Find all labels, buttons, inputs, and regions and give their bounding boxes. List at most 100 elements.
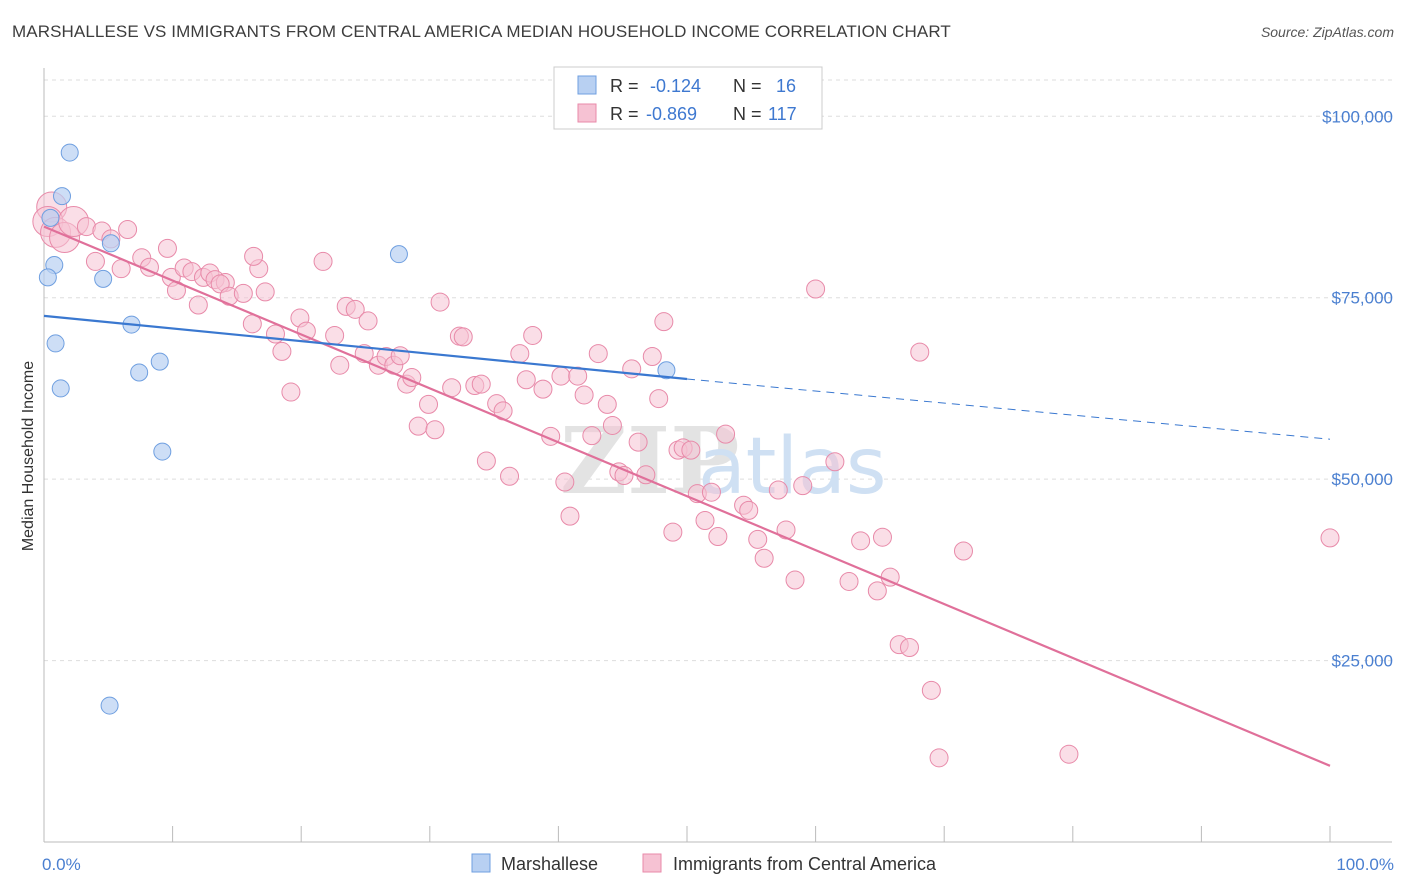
point-central-america — [118, 219, 138, 239]
legend-swatch-central-america — [577, 103, 597, 123]
point-central-america — [510, 344, 530, 364]
point-central-america — [1059, 744, 1079, 764]
legend-n-value-2: 117 — [768, 104, 797, 124]
point-central-america — [1320, 528, 1340, 548]
point-central-america — [453, 327, 473, 347]
x-tick-label-end: 100.0% — [1336, 855, 1394, 874]
point-central-america — [574, 385, 594, 405]
y-tick-labels: $25,000 $50,000 $75,000 $100,000 — [1322, 107, 1393, 670]
point-marshallese — [38, 268, 57, 287]
series-legend: Marshallese Immigrants from Central Amer… — [471, 853, 937, 874]
y-tick-label: $50,000 — [1332, 470, 1393, 489]
legend-r-label-1: R = — [610, 76, 639, 96]
legend-r-value-1: -0.124 — [650, 76, 701, 96]
point-marshallese — [100, 696, 119, 715]
source-credit: Source: ZipAtlas.com — [1260, 24, 1394, 40]
y-tick-label: $25,000 — [1332, 652, 1393, 671]
point-central-america — [701, 482, 721, 502]
point-central-america — [588, 344, 608, 364]
point-central-america — [281, 382, 301, 402]
y-tick-label: $75,000 — [1332, 289, 1393, 308]
point-central-america — [516, 370, 536, 390]
y-axis-label: Median Household Income — [20, 361, 37, 551]
point-central-america — [899, 638, 919, 658]
point-central-america — [244, 246, 264, 266]
point-central-america — [785, 570, 805, 590]
point-central-america — [654, 312, 674, 332]
point-central-america — [953, 541, 973, 561]
legend-n-value-1: 16 — [776, 76, 796, 96]
legend-r-label-2: R = — [610, 104, 639, 124]
y-tick-label: $100,000 — [1322, 107, 1393, 126]
point-central-america — [642, 346, 662, 366]
point-central-america — [425, 420, 445, 440]
bottom-legend-swatch-marshallese — [471, 853, 491, 873]
point-central-america — [157, 238, 177, 258]
point-central-america — [313, 251, 333, 271]
point-central-america — [325, 325, 345, 345]
point-central-america — [793, 476, 813, 496]
bottom-legend-label-central-america: Immigrants from Central America — [673, 854, 937, 874]
point-marshallese — [389, 245, 408, 264]
grid-lines — [44, 79, 1392, 662]
point-central-america — [408, 416, 428, 436]
point-central-america — [255, 282, 275, 302]
point-central-america — [872, 527, 892, 547]
point-central-america — [582, 426, 602, 446]
point-central-america — [597, 394, 617, 414]
point-marshallese — [130, 363, 149, 382]
point-marshallese — [51, 379, 70, 398]
point-marshallese — [41, 208, 60, 227]
point-central-america — [754, 548, 774, 568]
trend-line-marshallese — [43, 314, 688, 381]
point-marshallese — [60, 143, 79, 162]
point-central-america — [523, 325, 543, 345]
point-marshallese — [101, 234, 120, 253]
point-central-america — [739, 500, 759, 520]
bottom-legend-swatch-central-america — [642, 853, 662, 873]
point-central-america — [867, 581, 887, 601]
legend-r-value-2: -0.869 — [646, 104, 697, 124]
stats-legend: R = -0.124 N = 16 R = -0.869 N = 117 — [553, 66, 823, 130]
point-central-america — [272, 341, 292, 361]
legend-n-label-2: N = — [733, 104, 762, 124]
point-central-america — [921, 680, 941, 700]
point-central-america — [910, 342, 930, 362]
point-central-america — [806, 279, 826, 299]
point-marshallese — [657, 361, 676, 380]
point-central-america — [551, 366, 571, 386]
chart-title: MARSHALLESE VS IMMIGRANTS FROM CENTRAL A… — [12, 22, 951, 41]
point-central-america — [345, 299, 365, 319]
point-central-america — [85, 251, 105, 271]
point-central-america — [681, 440, 701, 460]
point-central-america — [233, 283, 253, 303]
point-central-america — [188, 295, 208, 315]
point-central-america — [555, 472, 575, 492]
bottom-legend-label-marshallese: Marshallese — [501, 854, 598, 874]
point-central-america — [839, 571, 859, 591]
point-central-america — [649, 389, 669, 409]
point-central-america — [533, 379, 553, 399]
point-central-america — [768, 480, 788, 500]
point-central-america — [476, 451, 496, 471]
point-central-america — [602, 415, 622, 435]
point-central-america — [419, 394, 439, 414]
x-tick-label-start: 0.0% — [42, 855, 81, 874]
point-central-america — [776, 520, 796, 540]
point-central-america — [708, 526, 728, 546]
point-central-america — [471, 374, 491, 394]
point-central-america — [560, 506, 580, 526]
point-central-america — [929, 748, 949, 768]
trend-line-marshallese-extension — [686, 378, 1331, 440]
point-central-america — [500, 466, 520, 486]
legend-n-label-1: N = — [733, 76, 762, 96]
point-central-america — [748, 529, 768, 549]
point-central-america — [430, 292, 450, 312]
legend-swatch-marshallese — [577, 75, 597, 95]
point-central-america — [330, 355, 350, 375]
point-central-america — [358, 311, 378, 331]
point-marshallese — [94, 269, 113, 288]
point-central-america — [716, 424, 736, 444]
trend-lines — [43, 225, 1331, 767]
